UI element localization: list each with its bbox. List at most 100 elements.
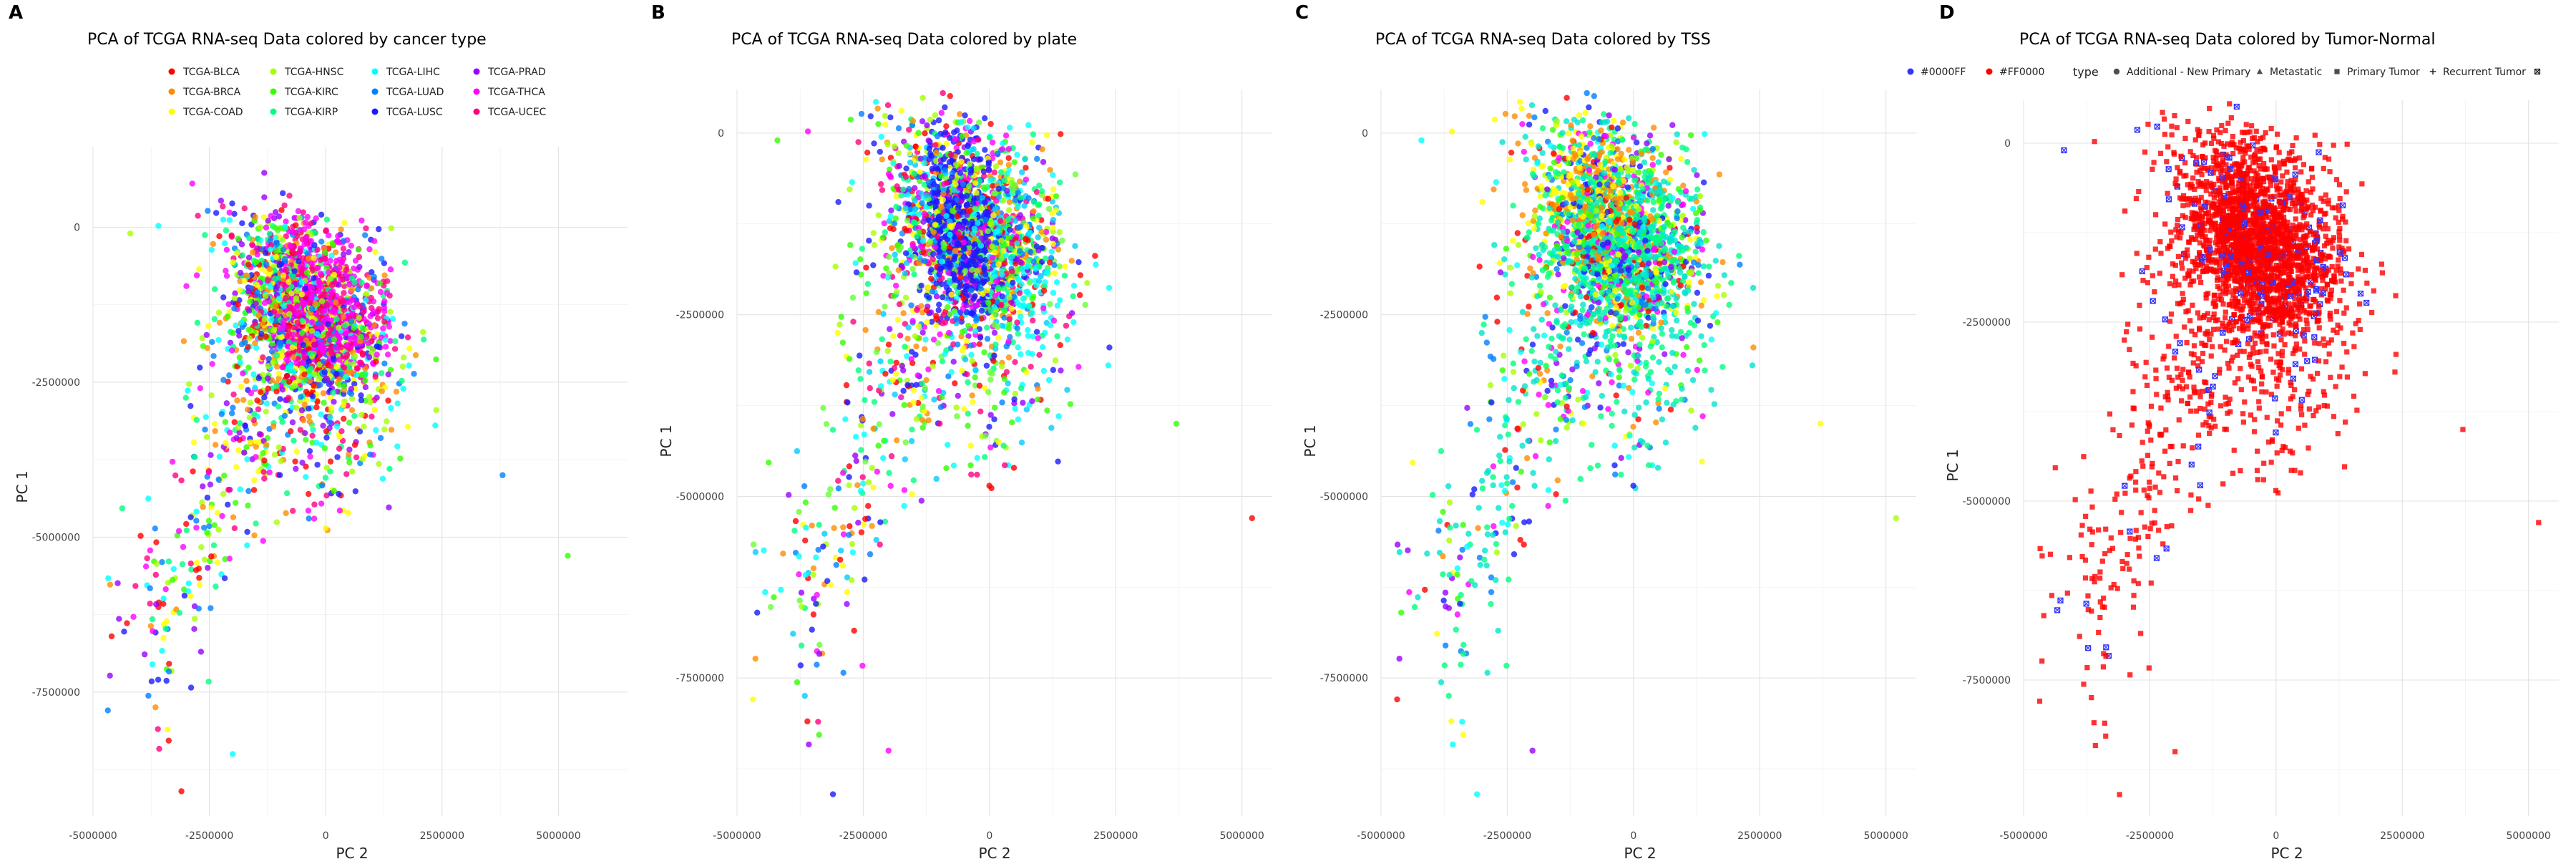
data-point	[280, 246, 287, 253]
data-point	[306, 418, 313, 425]
data-point	[1072, 171, 1079, 178]
data-point	[378, 370, 385, 377]
data-point	[1020, 399, 1026, 406]
data-point	[934, 199, 940, 205]
data-point	[836, 556, 844, 563]
data-point	[345, 510, 351, 516]
panel-a-points	[104, 170, 571, 795]
data-point	[910, 387, 917, 394]
data-point	[346, 281, 353, 288]
data-point	[230, 514, 237, 520]
data-point	[289, 344, 296, 351]
data-point	[965, 124, 971, 131]
data-point	[178, 477, 185, 484]
data-point	[302, 430, 308, 437]
data-point	[1054, 333, 1060, 339]
data-point	[283, 372, 291, 379]
data-point	[963, 150, 970, 156]
legend-item: TCGA-THCA	[473, 87, 545, 98]
x-tick-label: -2500000	[185, 830, 233, 842]
data-point	[183, 527, 190, 534]
data-point	[340, 246, 347, 252]
data-point	[310, 427, 316, 433]
data-point	[1082, 301, 1088, 309]
panel-letter-a: A	[9, 2, 23, 24]
data-point	[323, 465, 331, 471]
data-point	[166, 661, 172, 667]
data-point	[257, 389, 264, 395]
data-point	[376, 225, 382, 233]
data-point	[293, 304, 301, 310]
data-point	[903, 142, 910, 149]
data-point	[384, 351, 391, 358]
data-point	[235, 447, 242, 454]
data-point	[972, 374, 978, 381]
data-point	[286, 278, 292, 286]
x-tick-label: 0	[986, 830, 992, 842]
data-point	[334, 454, 341, 460]
data-point	[887, 326, 893, 332]
data-point	[1070, 319, 1077, 326]
data-point	[855, 519, 862, 526]
data-point	[296, 347, 303, 354]
data-point	[902, 270, 909, 277]
data-point	[200, 343, 207, 349]
outlier-point	[127, 230, 134, 237]
data-point	[987, 120, 994, 127]
data-point	[859, 662, 866, 669]
data-point	[1070, 293, 1076, 300]
data-point	[837, 547, 844, 554]
data-point	[265, 363, 271, 369]
data-point	[222, 556, 228, 563]
data-point	[308, 328, 316, 334]
data-point	[291, 382, 298, 389]
data-point	[1050, 224, 1056, 231]
data-point	[215, 476, 222, 482]
panel-a-title: PCA of TCGA RNA-seq Data colored by canc…	[87, 31, 487, 49]
data-point	[275, 295, 283, 302]
data-point	[750, 696, 756, 703]
data-point	[311, 515, 318, 522]
data-point	[875, 442, 882, 449]
data-point	[420, 329, 426, 336]
data-point	[892, 256, 899, 263]
data-point	[209, 339, 215, 345]
data-point	[321, 369, 328, 375]
data-point	[210, 542, 218, 549]
data-point	[336, 264, 343, 271]
legend-swatch	[371, 108, 379, 115]
data-point	[200, 483, 206, 490]
legend-item: TCGA-BLCA	[168, 67, 240, 78]
data-point	[990, 190, 997, 197]
data-point	[187, 593, 194, 599]
data-point	[373, 359, 379, 365]
data-point	[1047, 301, 1053, 307]
data-point	[163, 677, 170, 684]
data-point	[923, 292, 930, 299]
data-point	[1055, 413, 1062, 419]
data-point	[231, 525, 238, 532]
data-point	[978, 308, 985, 314]
data-point	[107, 672, 113, 679]
data-point	[356, 428, 364, 435]
data-point	[831, 525, 837, 531]
data-point	[208, 452, 214, 458]
data-point	[272, 234, 279, 241]
data-point	[920, 218, 927, 225]
legend-swatch	[168, 88, 175, 95]
data-point	[858, 110, 865, 117]
data-point	[924, 284, 932, 291]
data-point	[910, 477, 917, 484]
data-point	[245, 487, 252, 495]
data-point	[823, 421, 830, 427]
data-point	[245, 288, 252, 295]
data-point	[243, 377, 250, 384]
data-point	[280, 281, 286, 288]
data-point	[220, 203, 226, 210]
data-point	[330, 308, 337, 314]
data-point	[244, 528, 250, 535]
outlier-point	[565, 553, 571, 559]
data-point	[254, 397, 260, 404]
data-point	[893, 203, 899, 210]
data-point	[794, 679, 801, 686]
